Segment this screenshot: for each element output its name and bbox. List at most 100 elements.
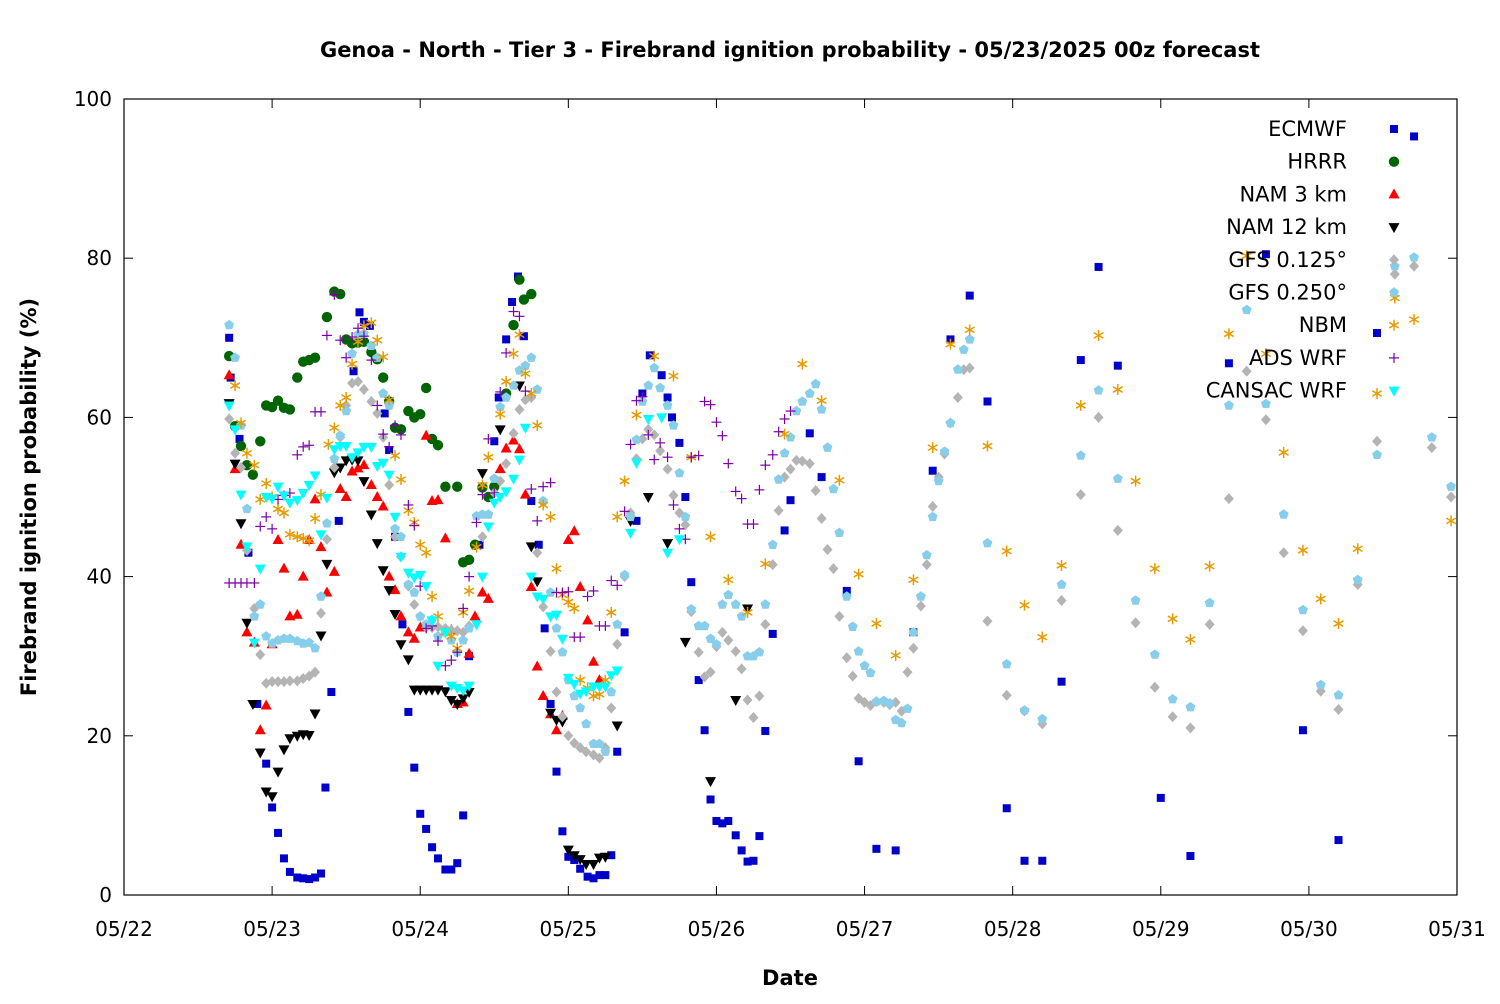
data-point-nbm — [816, 395, 827, 407]
data-point-hrrr — [255, 436, 266, 447]
data-point-cansac-wrf — [525, 572, 537, 583]
data-point-gfs-0-250 — [526, 352, 537, 362]
data-point-nam-3-km — [574, 580, 586, 591]
data-point-ecmwf — [299, 874, 308, 883]
data-point-gfs-0-250 — [335, 430, 346, 440]
data-point-gfs-0-250 — [508, 380, 519, 390]
data-point-cansac-wrf — [508, 474, 520, 485]
data-point-nam-3-km — [223, 369, 235, 380]
data-point-cansac-wrf — [457, 686, 469, 697]
data-point-nbm — [532, 419, 543, 431]
data-point-gfs-0-250 — [1409, 252, 1419, 262]
data-point-gfs-0-250 — [736, 611, 747, 621]
data-point-cansac-wrf — [402, 568, 414, 579]
data-point-gfs-0-125 — [1204, 618, 1215, 630]
data-point-gfs-0-125 — [310, 666, 321, 678]
data-point-ads-wrf — [637, 391, 648, 402]
data-point-gfs-0-125 — [1093, 411, 1104, 423]
data-point-ads-wrf — [347, 332, 358, 343]
data-point-hrrr — [508, 319, 519, 331]
data-point-nbm — [619, 475, 630, 487]
data-point-gfs-0-125 — [773, 505, 784, 517]
y-axis-label: Firebrand ignition probability (%) — [17, 298, 41, 696]
data-point-nam-3-km — [439, 532, 451, 543]
data-point-ecmwf — [663, 393, 672, 402]
data-point-ads-wrf — [705, 399, 716, 410]
data-point-ecmwf — [262, 759, 271, 768]
data-point-ecmwf — [681, 493, 690, 501]
data-point-ads-wrf — [341, 352, 352, 363]
data-point-gfs-0-250 — [779, 448, 790, 458]
data-point-ads-wrf — [625, 439, 636, 450]
data-point-gfs-0-125 — [384, 479, 395, 491]
data-point-ads-wrf — [686, 452, 697, 463]
data-point-nam-12-km — [531, 577, 543, 588]
data-point-gfs-0-125 — [662, 463, 673, 475]
data-point-gfs-0-250 — [1130, 595, 1141, 605]
data-point-nbm — [853, 568, 864, 580]
data-point-gfs-0-125 — [668, 489, 679, 501]
data-point-cansac-wrf — [537, 594, 549, 605]
data-point-cansac-wrf — [673, 535, 685, 546]
data-point-cansac-wrf — [408, 573, 420, 584]
data-point-ads-wrf — [315, 406, 326, 417]
data-point-nbm — [1315, 593, 1326, 605]
data-point-gfs-0-125 — [730, 645, 741, 657]
x-tick-label: 05/28 — [984, 917, 1042, 941]
data-point-ecmwf — [441, 865, 450, 874]
data-point-nam-12-km — [266, 792, 278, 803]
data-point-gfs-0-125 — [1297, 625, 1308, 637]
data-point-ecmwf — [854, 757, 863, 766]
data-point-ads-wrf — [754, 484, 765, 495]
data-point-nbm — [520, 368, 531, 380]
data-point-gfs-0-125 — [569, 737, 580, 749]
data-point-nam-3-km — [408, 632, 420, 643]
legend-label-ecmwf: ECMWF — [1268, 117, 1347, 141]
data-point-cansac-wrf — [340, 442, 352, 453]
axes — [123, 98, 1458, 896]
data-point-cansac-wrf — [284, 498, 296, 509]
data-point-ads-wrf — [421, 623, 432, 634]
data-point-gfs-0-250 — [896, 717, 907, 728]
data-point-ads-wrf — [736, 493, 747, 504]
data-point-cansac-wrf — [642, 414, 654, 425]
data-point-gfs-0-250 — [847, 621, 858, 631]
data-point-nam-12-km — [525, 542, 537, 553]
data-point-ads-wrf — [612, 580, 623, 591]
data-point-nbm — [1278, 446, 1289, 458]
ticks: 05/22 05/23 05/24 05/25 05/26 05/27 05/28 05/29… — [74, 87, 1486, 941]
data-point-gfs-0-125 — [353, 376, 364, 388]
legend-label-ads-wrf: ADS WRF — [1249, 346, 1347, 370]
data-point-gfs-0-250 — [816, 404, 827, 414]
data-point-ads-wrf — [526, 484, 537, 495]
data-point-nam-3-km — [420, 429, 432, 440]
data-point-hrrr — [335, 288, 346, 300]
data-point-gfs-0-125 — [982, 615, 993, 627]
x-tick-label: 05/30 — [1280, 917, 1338, 941]
data-point-nam-3-km — [340, 491, 352, 501]
data-point-gfs-0-250 — [884, 698, 895, 708]
data-point-ads-wrf — [655, 437, 666, 448]
data-point-gfs-0-250 — [859, 660, 870, 670]
data-point-ecmwf — [687, 578, 696, 587]
data-point-nbm — [446, 630, 457, 642]
data-point-nam-3-km — [469, 610, 481, 621]
data-point-ecmwf — [494, 393, 503, 402]
data-point-gfs-0-125 — [927, 501, 938, 513]
data-point-cansac-wrf — [580, 687, 592, 698]
legend-marker-ads-wrf — [1389, 352, 1399, 363]
data-point-nbm — [871, 618, 882, 630]
data-point-gfs-0-250 — [403, 579, 414, 589]
data-point-gfs-0-125 — [1130, 617, 1141, 629]
data-point-ads-wrf — [458, 603, 469, 614]
data-point-gfs-0-125 — [1409, 260, 1420, 272]
data-point-nam-3-km — [525, 580, 537, 591]
data-point-ads-wrf — [575, 632, 586, 643]
data-point-ecmwf — [327, 688, 336, 697]
legend-marker-hrrr — [1388, 156, 1400, 167]
data-point-nbm — [705, 531, 716, 543]
data-point-gfs-0-250 — [390, 523, 400, 533]
data-point-ecmwf — [349, 367, 358, 376]
data-point-ads-wrf — [699, 396, 710, 407]
